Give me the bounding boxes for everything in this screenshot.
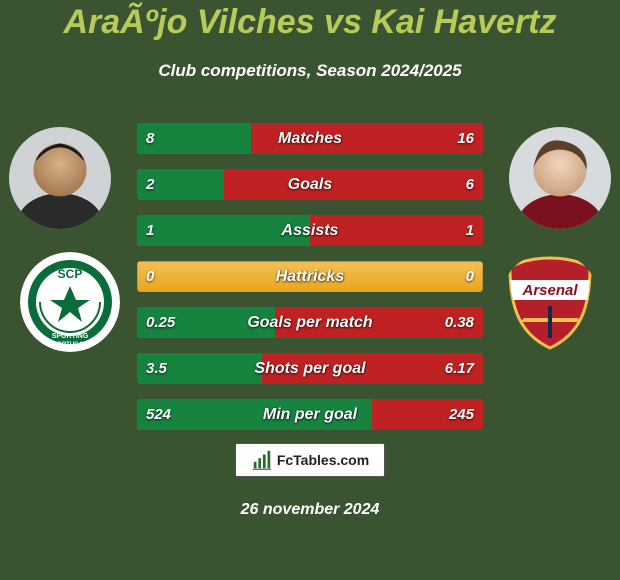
club-left-badge: SCP SPORTING PORTUGAL <box>20 252 120 352</box>
comparison-infographic: AraÃºjo Vilches vs Kai Havertz Club comp… <box>0 0 620 580</box>
bar-right <box>372 399 483 430</box>
player-right-avatar <box>509 127 611 229</box>
date-text: 26 november 2024 <box>0 501 620 519</box>
svg-text:PORTUGAL: PORTUGAL <box>53 342 87 348</box>
stat-row: 524245Min per goal <box>137 399 483 430</box>
bar-left <box>137 399 372 430</box>
bar-left <box>137 169 224 200</box>
stat-rows: 816Matches 26Goals 11Assists 00Hattricks 0.2… <box>137 123 483 445</box>
player-left-avatar <box>9 127 111 229</box>
bar-left <box>137 307 275 338</box>
page-title: AraÃºjo Vilches vs Kai Havertz <box>0 3 620 42</box>
club-right-badge: Arsenal <box>500 252 600 352</box>
watermark-text: FcTables.com <box>277 452 369 468</box>
subtitle: Club competitions, Season 2024/2025 <box>0 61 620 81</box>
svg-text:Arsenal: Arsenal <box>521 282 578 299</box>
watermark: FcTables.com <box>235 443 385 477</box>
bar-right <box>251 123 483 154</box>
stat-row: 0.250.38Goals per match <box>137 307 483 338</box>
row-bg <box>137 261 483 292</box>
bar-right <box>262 353 483 384</box>
bar-left <box>137 123 251 154</box>
stat-row: 816Matches <box>137 123 483 154</box>
bar-left <box>137 215 310 246</box>
stat-row: 11Assists <box>137 215 483 246</box>
stat-row: 3.56.17Shots per goal <box>137 353 483 384</box>
stat-row: 26Goals <box>137 169 483 200</box>
chart-icon <box>251 449 273 471</box>
svg-text:SPORTING: SPORTING <box>52 333 89 340</box>
bar-right <box>224 169 484 200</box>
bar-right <box>275 307 483 338</box>
stat-row: 00Hattricks <box>137 261 483 292</box>
bar-right <box>310 215 483 246</box>
svg-text:SCP: SCP <box>58 267 83 281</box>
bar-left <box>137 353 262 384</box>
